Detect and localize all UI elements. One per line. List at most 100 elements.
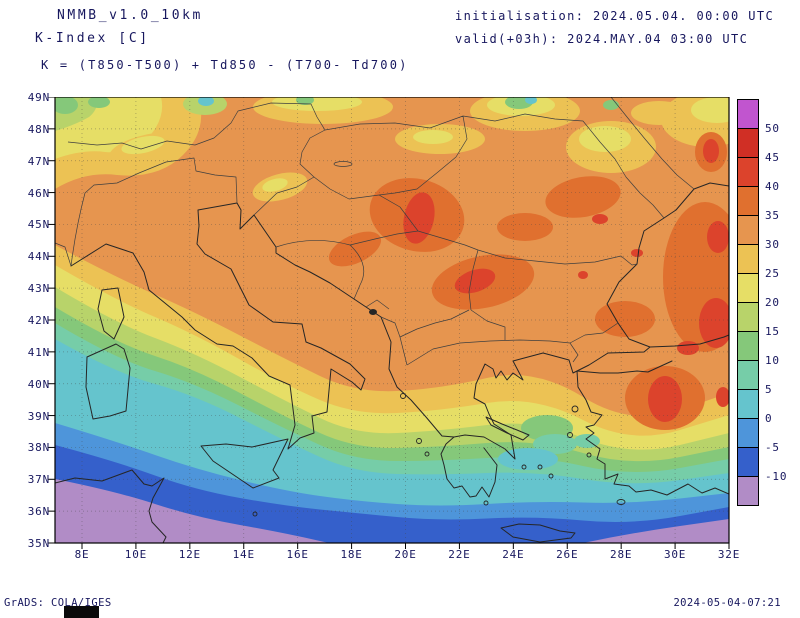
lat-tick-label: 46N: [27, 186, 50, 200]
lon-tick-label: 28E: [610, 548, 633, 561]
gridlines: [55, 97, 729, 543]
colorbar-segment: [737, 389, 759, 419]
coast-turkey-north: [649, 334, 729, 348]
formula: K = (T850-T500) + Td850 - (T700- Td700): [41, 58, 409, 72]
lat-tick-label: 49N: [27, 91, 50, 104]
lon-tick-label: 26E: [556, 548, 579, 561]
contour-blob: [578, 271, 588, 279]
colorbar-segment: [737, 273, 759, 303]
contour-blob: [403, 192, 435, 244]
contour-bands: [55, 245, 729, 543]
lat-tick-label: 37N: [27, 473, 50, 487]
lat-tick-label: 39N: [27, 409, 50, 423]
coast-sardinia: [85, 343, 131, 420]
lat-tick-label: 40N: [27, 377, 50, 391]
colorbar-tick-label: 50: [765, 122, 780, 135]
black-box: [64, 606, 99, 618]
colorbar-tick-label: 40: [765, 180, 780, 193]
lon-tick-label: 16E: [286, 548, 309, 561]
colorbar-segment: [737, 186, 759, 216]
contour-blob: [592, 214, 608, 224]
lat-tick-label: 35N: [27, 537, 50, 550]
contour-blob: [497, 213, 553, 241]
colorbar-segment: [737, 302, 759, 332]
contour-band--10--5: [55, 445, 729, 543]
contour-blob: [716, 387, 729, 407]
contour-blob: [296, 97, 314, 105]
contour-blob: [631, 249, 643, 257]
lake-balaton: [333, 161, 353, 167]
colorbar-tick-label: 30: [765, 238, 780, 251]
contour-blob: [707, 221, 729, 253]
colorbar-segment: [737, 447, 759, 477]
coast-sicily: [200, 438, 289, 489]
contour-blob: [699, 298, 729, 348]
colorbar-tick-label: 0: [765, 412, 773, 425]
lon-tick-label: 30E: [663, 548, 687, 561]
colorbar-segment: [737, 99, 759, 129]
lat-tick-label: 43N: [27, 282, 50, 296]
country-borders: [55, 97, 695, 366]
contour-blob: [183, 97, 227, 115]
coast-crete: [500, 523, 576, 543]
contour-blob: [603, 100, 619, 110]
field-title: K-Index [C]: [35, 31, 150, 46]
colorbar-segment: [737, 215, 759, 245]
contour-blob: [55, 97, 78, 114]
lon-tick-label: 10E: [124, 548, 148, 561]
colorbar: 50 45 40 35 30 25 20 15 10 5 0 -5 -10: [737, 99, 797, 519]
colorbar-segment: [737, 157, 759, 187]
axis-ticks: [48, 97, 730, 549]
contour-blob: [88, 97, 110, 108]
contour-blob: [703, 139, 719, 163]
colorbar-tick-label: 25: [765, 267, 780, 280]
init-time: initialisation: 2024.05.04. 00:00 UTC: [455, 9, 775, 23]
map-frame: [54, 97, 730, 544]
colorbar-tick-label: 5: [765, 383, 773, 396]
lat-tick-label: 48N: [27, 122, 50, 136]
colorbar-tick-label: 15: [765, 325, 780, 338]
colorbar-segment: [737, 476, 759, 506]
contour-blob: [595, 301, 655, 337]
map-canvas: [48, 97, 730, 549]
lon-tick-label: 24E: [502, 548, 525, 561]
colorbar-tick-label: -5: [765, 441, 780, 454]
colorbar-segment: [737, 331, 759, 361]
contour-blob: [262, 178, 288, 192]
contour-patches: [55, 97, 729, 470]
lon-tick-label: 8E: [74, 548, 90, 561]
lat-tick-label: 42N: [27, 314, 50, 327]
lon-axis: 8E 10E 12E 14E 16E 18E 20E 22E 24E 26E 28E 30E 32E: [55, 548, 745, 562]
lon-tick-label: 14E: [232, 548, 255, 561]
contour-blob: [454, 268, 496, 294]
field-layer: [55, 97, 729, 543]
timestamp: 2024-05-04-07:21: [673, 597, 781, 609]
lake-skadar: [369, 309, 377, 315]
coast-north-africa: [55, 469, 167, 543]
lon-tick-label: 20E: [394, 548, 417, 561]
contour-blob: [198, 97, 214, 106]
colorbar-tick-label: 20: [765, 296, 780, 309]
colorbar-tick-label: 45: [765, 151, 780, 164]
lat-tick-label: 41N: [27, 345, 50, 359]
lat-tick-label: 47N: [27, 154, 50, 168]
model-title: NMMB_v1.0_10km: [57, 8, 203, 23]
contour-blob: [272, 97, 362, 111]
contour-blob: [691, 97, 729, 123]
contour-blob: [545, 176, 621, 218]
colorbar-segment: [737, 244, 759, 274]
lat-tick-label: 38N: [27, 441, 50, 455]
colorbar-tick-label: -10: [765, 470, 788, 483]
contour-blob: [525, 97, 537, 104]
lat-tick-label: 44N: [27, 250, 50, 264]
contour-blob: [413, 130, 453, 144]
colorbar-segment: [737, 418, 759, 448]
contour-blob: [121, 135, 165, 155]
islands: [252, 393, 626, 517]
coast-anatolia-west: [576, 360, 729, 496]
lon-tick-label: 12E: [178, 548, 201, 561]
lat-tick-label: 36N: [27, 505, 50, 519]
lon-tick-label: 32E: [717, 548, 741, 561]
lat-tick-label: 45N: [27, 218, 50, 232]
